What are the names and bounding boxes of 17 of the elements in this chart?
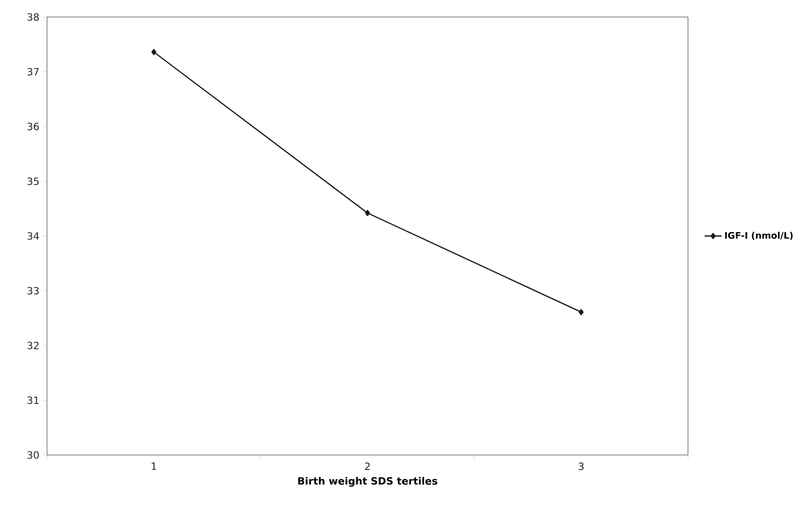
y-tick-label: 38 <box>28 13 39 21</box>
y-tick-label: 36 <box>28 122 39 130</box>
point <box>151 48 156 56</box>
legend-label: IGF-I (nmol/L) <box>725 232 793 240</box>
y-tick-label: 33 <box>28 286 39 295</box>
point <box>365 210 370 216</box>
y-tick-label: 30 <box>28 451 39 459</box>
x-tick-label: 3 <box>578 462 584 470</box>
x-tick-label: 2 <box>365 462 370 470</box>
x-axis-title: Birth weight SDS tertiles <box>298 476 438 487</box>
y-tick-label: 34 <box>28 232 39 240</box>
y-tick-label: 37 <box>28 68 39 76</box>
y-tick-label: 35 <box>28 177 39 186</box>
x-tick-label: 1 <box>152 462 156 470</box>
y-tick-label: 32 <box>28 342 38 350</box>
y-tick-label: 31 <box>28 396 39 404</box>
point <box>578 308 584 316</box>
